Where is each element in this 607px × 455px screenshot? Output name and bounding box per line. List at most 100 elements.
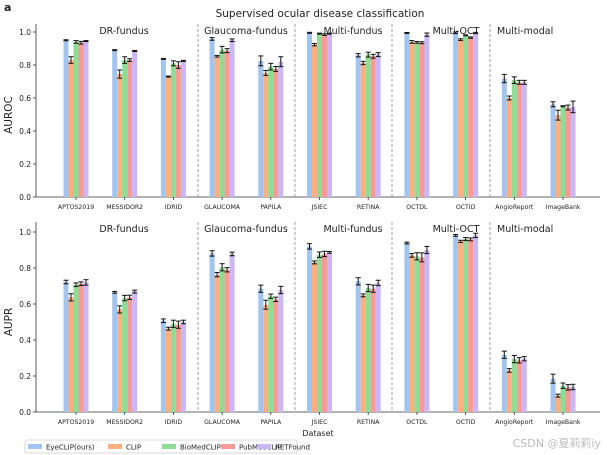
bar-pubmedclip (419, 42, 425, 197)
group-label: DR-fundus (99, 26, 148, 37)
x-tick-label: IDRID (165, 204, 183, 211)
y-tick-label: 0.2 (19, 160, 31, 169)
bar-eyeclipours (307, 32, 312, 198)
legend-swatch (28, 444, 42, 449)
bar-retfound (570, 106, 576, 197)
bar-eyeclipours (453, 235, 459, 412)
bar-biomedclip (365, 54, 371, 198)
bar-biomedclip (414, 256, 420, 412)
legend-label: CLIP (126, 444, 141, 452)
x-tick-label: AngioReport (495, 204, 534, 211)
bar-biomedclip (170, 323, 176, 412)
bar-biomedclip (268, 296, 274, 412)
bar-clip (409, 255, 415, 412)
bar-retfound (375, 54, 381, 198)
bar-clip (360, 63, 366, 197)
bar-eyeclipours (258, 60, 264, 197)
bar-pubmedclip (516, 360, 522, 412)
x-tick-label: MESSIDOR2 (106, 204, 143, 211)
legend-item: EyeCLIP(ours) (28, 444, 95, 452)
bar-pubmedclip (224, 269, 230, 412)
panel-aupr: 0.0 0.2 0.4 0.6 0.8 1.0 DR-fundus Glaucoma-fund… (19, 222, 600, 426)
group-label: Glaucoma-fundus (204, 26, 288, 37)
x-tick-label: OCTDL (406, 204, 428, 211)
bar-biomedclip (463, 239, 469, 412)
bar-biomedclip (560, 385, 566, 412)
bar-biomedclip (219, 49, 225, 197)
bar-pubmedclip (468, 37, 474, 197)
y-tick-label: 0.4 (19, 336, 31, 345)
bar-biomedclip (73, 41, 79, 198)
x-tick-label: ImageBank (546, 419, 581, 426)
bar-clip (263, 304, 269, 412)
group-label: Multi-OCT (433, 224, 480, 235)
bar-biomedclip (463, 35, 469, 197)
group-label: Glaucoma-fundus (204, 224, 288, 235)
x-tick-label: ImageBank (546, 204, 581, 211)
bar-retfound (229, 253, 235, 412)
chart-title: Supervised ocular disease classification (216, 8, 425, 20)
legend-frame (24, 439, 298, 454)
x-tick-label: MESSIDOR2 (106, 419, 143, 426)
bar-eyeclipours (404, 32, 410, 197)
bar-retfound (180, 322, 186, 412)
bar-biomedclip (511, 359, 517, 412)
bar-clip (555, 395, 561, 412)
x-tick-label: OCTID (456, 204, 476, 211)
bar-eyeclipours (112, 292, 118, 412)
bar-pubmedclip (370, 56, 376, 197)
bar-biomedclip (219, 267, 225, 412)
bar-eyeclipours (355, 55, 361, 197)
legend-swatch (257, 444, 271, 449)
legend-item: BioMedCLIP (162, 444, 221, 452)
x-tick-label: AngioReport (495, 419, 534, 426)
bar-retfound (229, 40, 235, 197)
y-tick-label: 0.2 (19, 372, 31, 381)
watermark: CSDN @夏莉莉iy (512, 437, 601, 450)
bar-clip (263, 72, 269, 197)
bar-retfound (570, 386, 576, 412)
bar-retfound (83, 282, 89, 412)
bar-clip (165, 328, 171, 412)
x-tick-label: RETINA (357, 419, 380, 426)
bar-pubmedclip (322, 253, 327, 412)
bar-eyeclipours (307, 246, 312, 412)
bar-clip (165, 76, 171, 197)
bar-pubmedclip (78, 42, 84, 197)
bar-pubmedclip (78, 283, 84, 412)
bar-pubmedclip (565, 107, 571, 197)
bar-clip (214, 274, 220, 412)
x-tick-label: JSIEC (311, 204, 328, 211)
bar-clip (117, 74, 123, 197)
bar-retfound (132, 291, 138, 412)
bar-clip (312, 44, 317, 197)
bar-eyeclipours (63, 40, 69, 197)
bar-eyeclipours (160, 58, 166, 197)
bar-eyeclipours (209, 253, 215, 412)
bar-biomedclip (73, 284, 79, 412)
bar-pubmedclip (175, 324, 181, 412)
bar-clip (458, 241, 464, 412)
bar-eyeclipours (258, 288, 264, 412)
bar-biomedclip (268, 66, 274, 198)
y-tick-label: 1.0 (19, 228, 31, 237)
y-tick-label: 0.6 (19, 300, 31, 309)
bar-biomedclip (511, 80, 517, 197)
legend-swatch (108, 444, 122, 449)
bar-pubmedclip (273, 299, 279, 412)
legend-swatch (162, 444, 176, 449)
x-tick-label: OCTDL (406, 419, 428, 426)
bar-retfound (473, 32, 479, 197)
y-tick-label: 0.6 (19, 94, 31, 103)
bar-pubmedclip (516, 82, 522, 197)
x-tick-label: OCTID (456, 419, 476, 426)
bar-retfound (278, 61, 284, 198)
x-tick-label: PAPILA (260, 204, 282, 211)
bar-retfound (132, 50, 138, 197)
bar-retfound (278, 289, 284, 412)
bar-clip (506, 370, 512, 412)
bar-eyeclipours (355, 281, 361, 412)
bar-retfound (521, 358, 527, 412)
